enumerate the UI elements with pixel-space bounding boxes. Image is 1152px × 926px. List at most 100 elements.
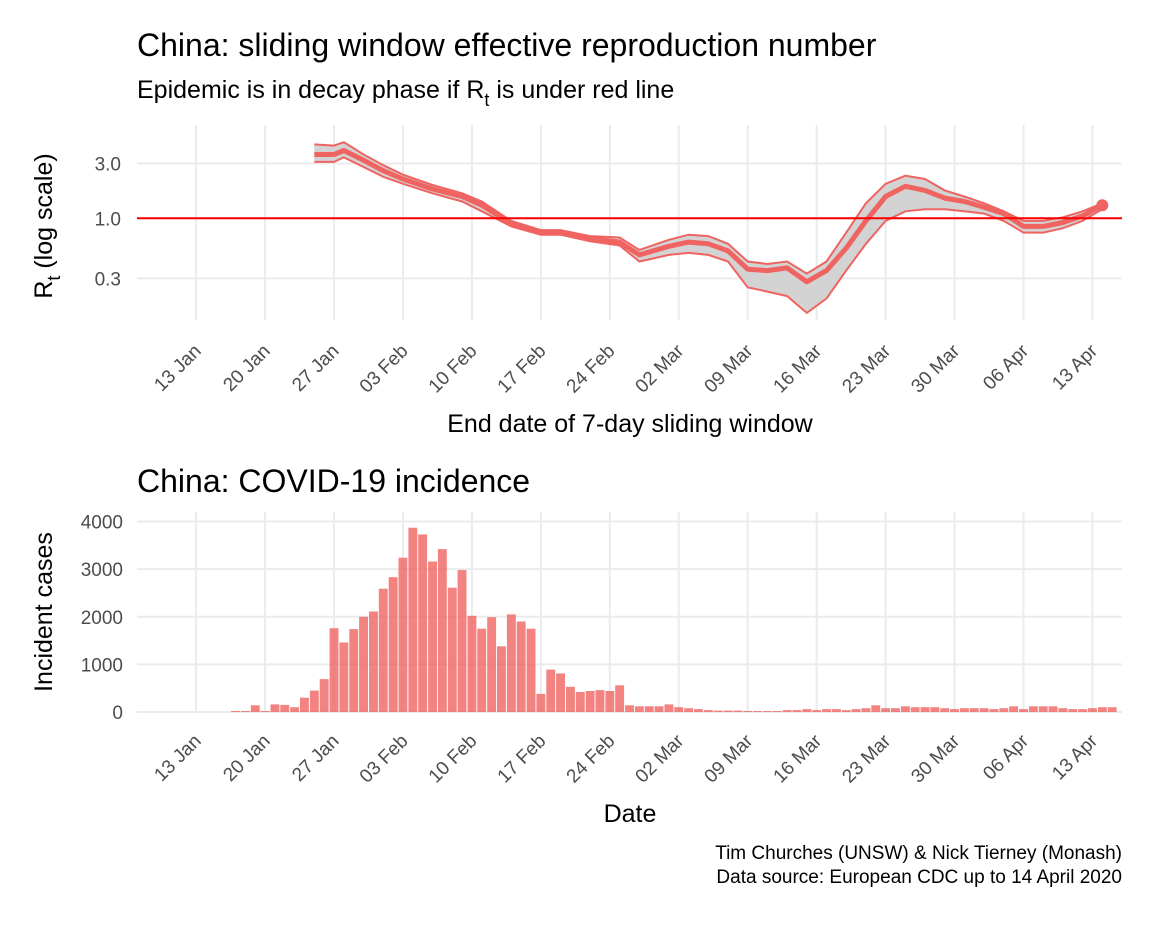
incidence-bar [595, 690, 605, 712]
incidence-bar [1058, 708, 1068, 712]
rt-subtitle: Epidemic is in decay phase if Rt is unde… [137, 76, 674, 110]
incidence-bar [585, 691, 595, 712]
incidence-gridlines [137, 512, 1122, 713]
incidence-bar [526, 628, 536, 712]
rt-x-tick-label: 23 Mar [838, 340, 895, 397]
incidence-bar [664, 704, 674, 712]
incidence-bar [536, 693, 546, 712]
incidence-bar [339, 642, 349, 712]
rt-y-axis-label: Rt (log scale) [30, 153, 64, 298]
incidence-bar [477, 628, 487, 712]
incidence-bar [447, 587, 457, 712]
rt-gridlines [137, 125, 1122, 320]
rt-x-tick-label: 16 Mar [770, 340, 827, 397]
incidence-bar [802, 709, 812, 712]
incidence-bar [359, 616, 368, 712]
incidence-bar [1009, 706, 1019, 712]
rt-y-tick-label: 3.0 [95, 155, 121, 176]
incidence-bar [743, 711, 753, 712]
rt-last-point [1096, 199, 1109, 212]
rt-axes: 0.31.03.013 Jan 20 Jan 27 Jan 03 Feb 10 Feb 1… [95, 155, 1103, 398]
rt-x-tick-label: 02 Mar [632, 340, 689, 397]
rt-x-tick-label: 09 Mar [701, 340, 758, 397]
incidence-bar [408, 527, 418, 712]
incidence-bar [999, 708, 1009, 712]
incidence-bar [418, 534, 428, 712]
incidence-bar [516, 621, 526, 712]
incidence-bar [831, 709, 841, 712]
incidence-bar [270, 704, 280, 712]
incidence-x-tick-label: 30 Mar [907, 730, 964, 787]
incidence-bar [634, 706, 644, 712]
rt-x-tick-label: 13 Apr [1048, 340, 1102, 394]
incidence-bar [556, 673, 565, 712]
incidence-bar [723, 710, 733, 712]
rt-y-tick-label: 0.3 [95, 269, 121, 290]
incidence-bar [329, 628, 339, 712]
incidence-bar [290, 707, 300, 712]
incidence-bar [950, 709, 959, 712]
incidence-bar [782, 710, 792, 712]
rt-y-tick-label: 1.0 [95, 209, 121, 230]
incidence-bar [930, 707, 940, 712]
incidence-bar [851, 709, 861, 712]
incidence-bars [231, 527, 1117, 712]
incidence-x-tick-label: 16 Mar [770, 730, 827, 787]
rt-x-tick-label: 10 Feb [425, 341, 482, 398]
incidence-bar [1068, 709, 1078, 712]
caption: Tim Churches (UNSW) & Nick Tierney (Mona… [715, 842, 1122, 890]
incidence-bar [654, 706, 664, 712]
caption-source: Data source: European CDC up to 14 April… [716, 867, 1122, 888]
incidence-bar [871, 705, 881, 712]
incidence-x-tick-label: 10 Feb [425, 731, 482, 788]
incidence-bar [575, 692, 585, 712]
incidence-bar [881, 708, 891, 712]
incidence-bar [1048, 706, 1058, 712]
rt-mean-line [314, 148, 1104, 285]
incidence-bar [467, 615, 477, 712]
incidence-bar [1088, 708, 1097, 712]
incidence-bar [566, 686, 575, 712]
rt-confidence-band [314, 142, 1103, 313]
incidence-bar [969, 708, 979, 712]
incidence-axes: 0 1000 2000 3000 4000 13 Jan 20 Jan 27 Jan 03 Fe… [81, 513, 1103, 788]
incidence-bar [812, 710, 822, 712]
incidence-x-tick-label: 23 Mar [838, 730, 895, 787]
incidence-x-tick-label: 24 Feb [563, 731, 620, 788]
rt-x-tick-label: 20 Jan [219, 341, 274, 396]
incidence-bar [240, 711, 250, 712]
incidence-bar [772, 711, 782, 712]
incidence-bar [674, 707, 684, 712]
incidence-bar [694, 709, 703, 712]
incidence-panel: 0 1000 2000 3000 4000 13 Jan 20 Jan 27 Jan 03 Fe… [30, 463, 1122, 828]
rt-x-tick-label: 30 Mar [907, 340, 964, 397]
incidence-bar [900, 706, 910, 712]
incidence-x-tick-label: 06 Apr [979, 730, 1033, 784]
incidence-x-tick-label: 09 Mar [701, 730, 758, 787]
rt-x-tick-label: 24 Feb [563, 341, 620, 398]
rt-x-tick-label: 17 Feb [494, 341, 551, 398]
rt-x-tick-label: 03 Feb [356, 341, 413, 398]
incidence-x-tick-label: 17 Feb [494, 731, 551, 788]
incidence-bar [437, 549, 447, 712]
incidence-bar [979, 708, 989, 712]
incidence-bar [378, 588, 388, 712]
incidence-bar [309, 690, 319, 712]
incidence-bar [457, 570, 467, 712]
incidence-bar [1028, 706, 1038, 712]
rt-x-axis-label: End date of 7-day sliding window [447, 410, 813, 438]
incidence-bar [841, 710, 851, 712]
incidence-bar [910, 707, 920, 712]
incidence-y-axis-label: Incident cases [30, 532, 58, 692]
incidence-bar [703, 710, 713, 712]
rt-lower-line [314, 156, 1103, 315]
incidence-bar [713, 710, 723, 712]
incidence-y-tick-label: 3000 [81, 560, 123, 581]
rt-x-tick-label: 06 Apr [979, 340, 1033, 394]
rt-lines [137, 141, 1122, 315]
incidence-x-tick-label: 20 Jan [219, 731, 274, 786]
incidence-x-axis-label: Date [604, 800, 657, 828]
incidence-bar [891, 708, 900, 712]
incidence-bar [605, 691, 615, 712]
